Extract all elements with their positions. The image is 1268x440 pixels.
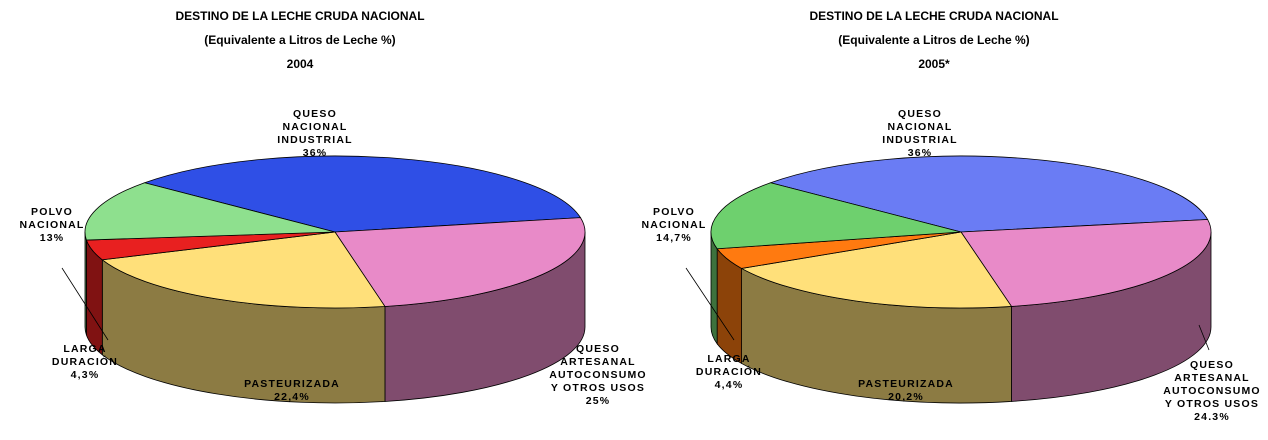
pie-slice xyxy=(101,231,386,309)
pie-tops xyxy=(84,155,586,309)
pie-chart: DESTINO DE LA LECHE CRUDA NACIONAL (Equiv… xyxy=(641,9,1261,423)
slice-side xyxy=(84,231,87,336)
slice-label: POLVO NACIONAL xyxy=(641,206,706,231)
pie-slice xyxy=(334,217,586,307)
pie-slice xyxy=(84,182,336,241)
slice-label: PASTEURIZADA xyxy=(244,378,340,390)
slice-value-label: 4,3% xyxy=(71,369,100,381)
pie-tops xyxy=(710,155,1212,309)
pie-sides xyxy=(710,231,1212,404)
pie-chart: DESTINO DE LA LECHE CRUDA NACIONAL (Equiv… xyxy=(19,9,647,407)
slice-value-label: 13% xyxy=(40,232,65,244)
slice-label: LARGA DURACIÓN xyxy=(696,353,762,378)
slice-value-label: 14,7% xyxy=(656,232,692,244)
slice-value-label: 22,4% xyxy=(274,391,310,403)
leader-line xyxy=(685,267,735,341)
pie-sides xyxy=(84,231,586,404)
pie-slice xyxy=(143,155,582,233)
pie-slice xyxy=(740,231,1013,309)
pie-slice xyxy=(710,182,962,250)
leader-line xyxy=(1198,324,1210,351)
chart-period: 2004 xyxy=(287,57,314,71)
leader-line xyxy=(61,267,109,341)
slice-label: QUESO ARTESANAL AUTOCONSUMO Y OTROS USOS xyxy=(1163,359,1261,410)
slice-label: QUESO NACIONAL INDUSTRIAL xyxy=(277,108,353,146)
slice-value-label: 36% xyxy=(303,147,328,159)
slice-label: QUESO NACIONAL INDUSTRIAL xyxy=(882,108,958,146)
slice-side xyxy=(710,231,718,345)
slice-value-label: 25% xyxy=(586,395,611,407)
slice-value-label: 4,4% xyxy=(715,379,744,391)
slice-label: LARGA DURACIÓN xyxy=(52,343,118,368)
pie-slice xyxy=(769,155,1209,233)
pie-slice xyxy=(960,219,1212,307)
chart-subtitle: (Equivalente a Litros de Leche %) xyxy=(204,33,395,47)
chart-period: 2005* xyxy=(918,57,950,71)
slice-value-label: 24.3% xyxy=(1194,411,1230,423)
slice-value-label: 36% xyxy=(908,147,933,159)
slice-value-label: 20,2% xyxy=(888,391,924,403)
chart-title: DESTINO DE LA LECHE CRUDA NACIONAL xyxy=(809,9,1058,23)
slice-label: QUESO ARTESANAL AUTOCONSUMO Y OTROS USOS xyxy=(549,343,647,394)
chart-subtitle: (Equivalente a Litros de Leche %) xyxy=(838,33,1029,47)
chart-title: DESTINO DE LA LECHE CRUDA NACIONAL xyxy=(175,9,424,23)
slice-label: POLVO NACIONAL xyxy=(19,206,84,231)
slice-label: PASTEURIZADA xyxy=(858,378,954,390)
